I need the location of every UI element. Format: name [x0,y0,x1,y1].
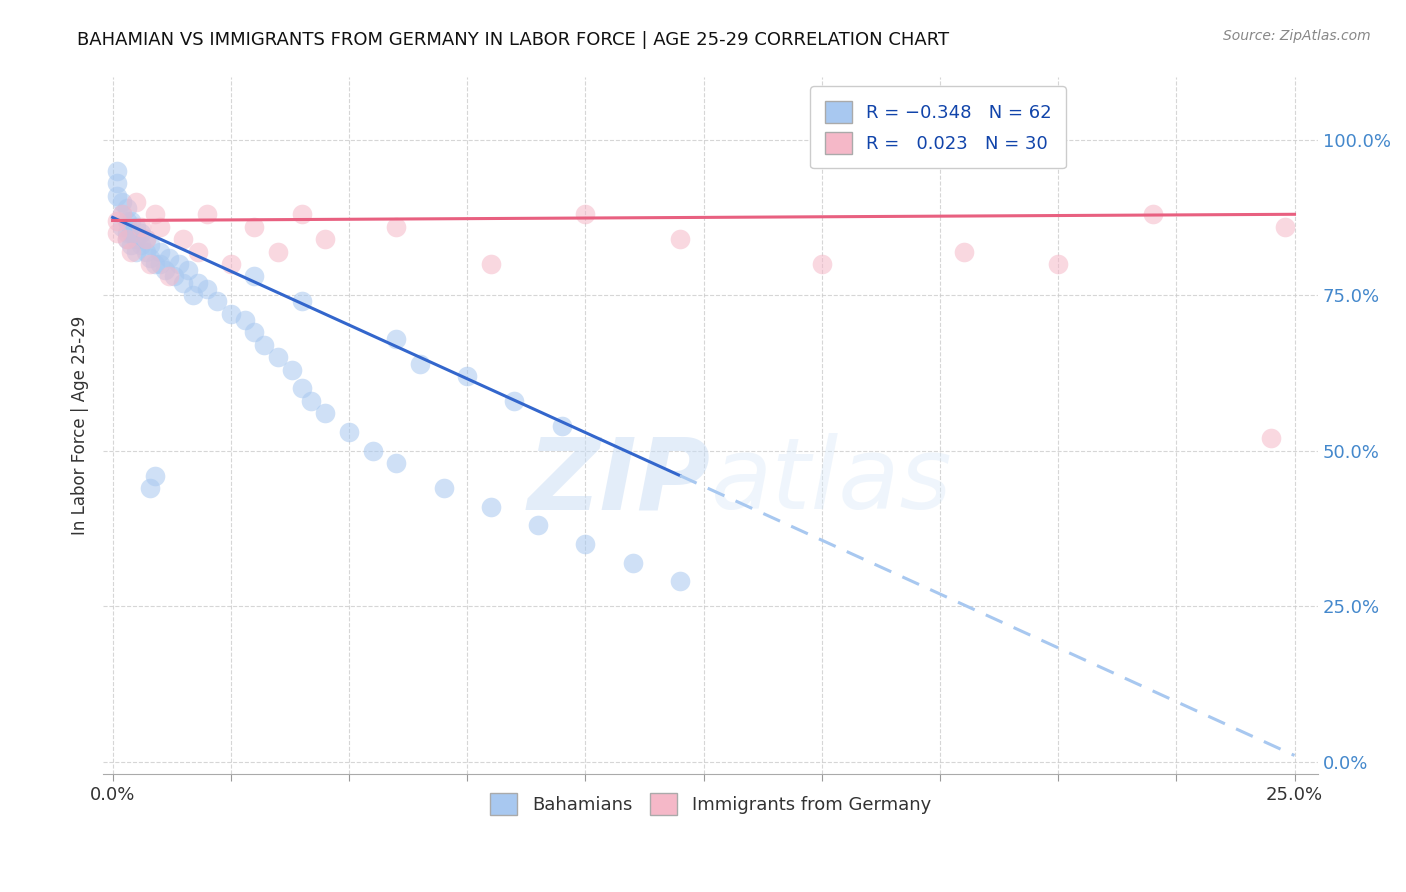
Point [121,213,143,227]
Point [125,244,148,259]
Point [219,307,242,321]
Point [385,456,408,470]
Point [121,238,143,252]
Point [115,201,138,215]
Text: atlas: atlas [710,433,952,530]
Point [551,418,574,433]
Point [291,381,314,395]
Point [952,244,974,259]
Point [115,232,138,246]
Point [243,269,266,284]
Point [291,207,314,221]
Legend: Bahamians, Immigrants from Germany: Bahamians, Immigrants from Germany [481,784,941,824]
Point [1142,207,1164,221]
Point [139,481,162,495]
Point [1047,257,1070,271]
Point [105,213,128,227]
Point [503,393,526,408]
Y-axis label: In Labor Force | Age 25-29: In Labor Force | Age 25-29 [72,316,89,535]
Point [299,393,322,408]
Point [243,326,266,340]
Point [157,251,180,265]
Point [281,363,304,377]
Point [479,500,502,514]
Point [143,207,166,221]
Point [314,232,336,246]
Point [1260,431,1282,445]
Point [163,269,186,284]
Text: BAHAMIAN VS IMMIGRANTS FROM GERMANY IN LABOR FORCE | AGE 25-29 CORRELATION CHART: BAHAMIAN VS IMMIGRANTS FROM GERMANY IN L… [77,31,949,49]
Text: ZIP: ZIP [527,433,710,530]
Point [267,244,290,259]
Point [121,244,143,259]
Point [173,232,195,246]
Point [253,338,276,352]
Point [149,219,172,234]
Point [187,276,209,290]
Point [139,257,162,271]
Point [195,207,218,221]
Point [167,257,190,271]
Point [105,188,128,202]
Point [669,232,692,246]
Point [291,294,314,309]
Point [385,219,408,234]
Point [111,194,134,209]
Point [115,232,138,246]
Point [115,226,138,240]
Point [173,276,195,290]
Point [135,232,157,246]
Point [314,406,336,420]
Point [111,207,134,221]
Point [205,294,228,309]
Text: Source: ZipAtlas.com: Source: ZipAtlas.com [1223,29,1371,43]
Point [143,468,166,483]
Point [669,574,692,589]
Point [187,244,209,259]
Point [149,244,172,259]
Point [456,369,478,384]
Point [149,257,172,271]
Point [139,238,162,252]
Point [125,232,148,246]
Point [233,313,256,327]
Point [105,176,128,190]
Point [115,213,138,227]
Point [129,219,152,234]
Point [125,194,148,209]
Point [432,481,454,495]
Point [409,357,432,371]
Point [574,207,596,221]
Point [574,537,596,551]
Point [1274,219,1296,234]
Point [243,219,266,234]
Point [337,425,360,439]
Point [135,244,157,259]
Point [111,219,134,234]
Point [195,282,218,296]
Point [129,238,152,252]
Point [129,226,152,240]
Point [527,518,550,533]
Point [105,226,128,240]
Point [139,251,162,265]
Point [479,257,502,271]
Point [177,263,200,277]
Point [125,219,148,234]
Point [105,163,128,178]
Point [219,257,242,271]
Point [267,351,290,365]
Point [385,332,408,346]
Point [810,257,832,271]
Point [153,263,176,277]
Point [143,257,166,271]
Point [135,232,157,246]
Point [111,207,134,221]
Point [157,269,180,284]
Point [621,556,644,570]
Point [181,288,204,302]
Point [121,226,143,240]
Point [361,443,384,458]
